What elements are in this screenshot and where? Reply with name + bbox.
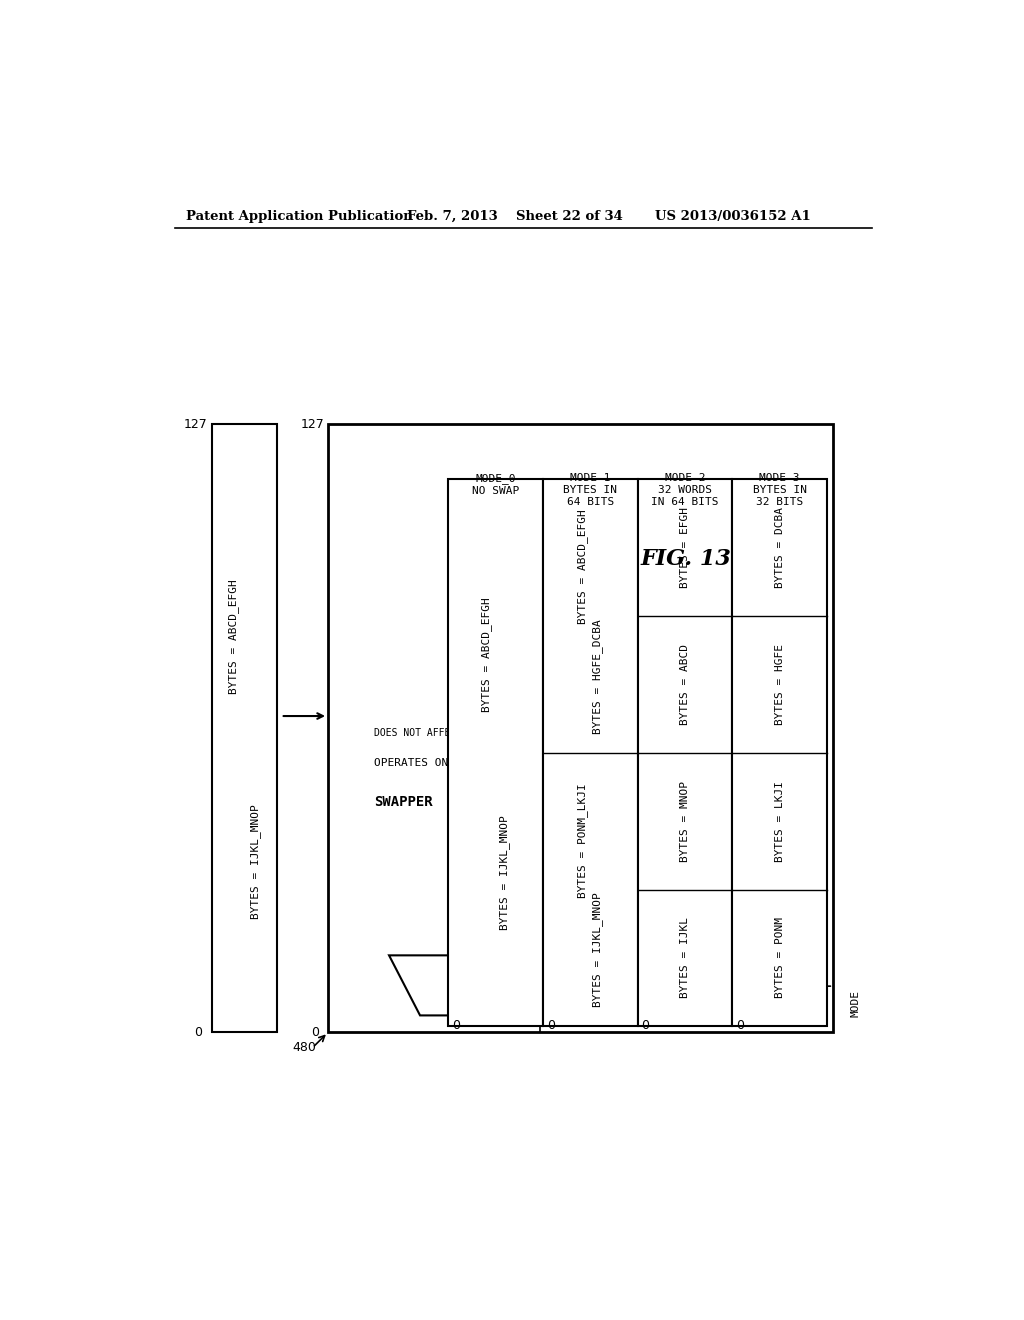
Bar (638, 479, 732, 1026)
Text: SWAPPER: SWAPPER (375, 795, 433, 809)
Text: BYTES = HGFE: BYTES = HGFE (775, 644, 784, 725)
Text: BYTES = PONM_LKJI: BYTES = PONM_LKJI (577, 783, 588, 898)
Text: 0: 0 (452, 1019, 460, 1032)
Text: BYTES = IJKL: BYTES = IJKL (680, 917, 690, 998)
Text: BYTES = ABCD: BYTES = ABCD (680, 644, 690, 725)
Bar (449, 479, 543, 1026)
Text: OPERATES ON PKT HDR DATA ONLY: OPERATES ON PKT HDR DATA ONLY (375, 759, 570, 768)
Text: 0: 0 (641, 1019, 649, 1032)
Text: 0: 0 (736, 1019, 744, 1032)
Bar (212, 424, 276, 1032)
Text: BYTES = LKJI: BYTES = LKJI (775, 780, 784, 862)
Text: BYTES = ABCD_EFGH: BYTES = ABCD_EFGH (228, 579, 239, 694)
Text: MODE: MODE (850, 990, 860, 1016)
Polygon shape (389, 956, 691, 1015)
Bar (328, 424, 834, 1032)
Text: DOES NOT AFFECT HOST RW COMMANDS OR CAV IL HEADERS: DOES NOT AFFECT HOST RW COMMANDS OR CAV … (375, 727, 669, 738)
Text: BYTES = ABCD_EFGH: BYTES = ABCD_EFGH (577, 510, 588, 624)
Text: 127: 127 (184, 417, 208, 430)
Text: Patent Application Publication: Patent Application Publication (186, 210, 413, 223)
Text: MODE 2
32 WORDS
IN 64 BITS: MODE 2 32 WORDS IN 64 BITS (651, 474, 719, 507)
Text: BYTES = HGFE_DCBA: BYTES = HGFE_DCBA (593, 619, 603, 734)
Text: BYTES = IJKL_MNOP: BYTES = IJKL_MNOP (500, 816, 510, 931)
Text: 0: 0 (310, 1026, 318, 1039)
Text: BYTES = EFGH: BYTES = EFGH (680, 507, 690, 589)
Text: BYTES = IJKL_MNOP: BYTES = IJKL_MNOP (593, 892, 603, 1007)
Text: Feb. 7, 2013: Feb. 7, 2013 (407, 210, 498, 223)
Text: MODE 3
BYTES IN
32 BITS: MODE 3 BYTES IN 32 BITS (753, 474, 807, 507)
Text: MODE_0
NO SWAP: MODE_0 NO SWAP (472, 474, 519, 496)
Text: 480: 480 (293, 1041, 316, 1053)
Text: BYTES = MNOP: BYTES = MNOP (680, 780, 690, 862)
Text: FIG. 13: FIG. 13 (641, 548, 731, 570)
Text: 0: 0 (195, 1026, 203, 1039)
Text: 127: 127 (300, 417, 324, 430)
Text: BYTES = PONM: BYTES = PONM (775, 917, 784, 998)
Text: BYTES = DCBA: BYTES = DCBA (775, 507, 784, 589)
Text: US 2013/0036152 A1: US 2013/0036152 A1 (655, 210, 811, 223)
Text: MODE 1
BYTES IN
64 BITS: MODE 1 BYTES IN 64 BITS (563, 474, 617, 507)
Text: Sheet 22 of 34: Sheet 22 of 34 (515, 210, 623, 223)
Bar (543, 479, 638, 1026)
Text: BYTES = IJKL_MNOP: BYTES = IJKL_MNOP (250, 805, 260, 920)
Bar (732, 479, 827, 1026)
Text: BYTES = ABCD_EFGH: BYTES = ABCD_EFGH (480, 597, 492, 711)
Text: 0: 0 (547, 1019, 555, 1032)
